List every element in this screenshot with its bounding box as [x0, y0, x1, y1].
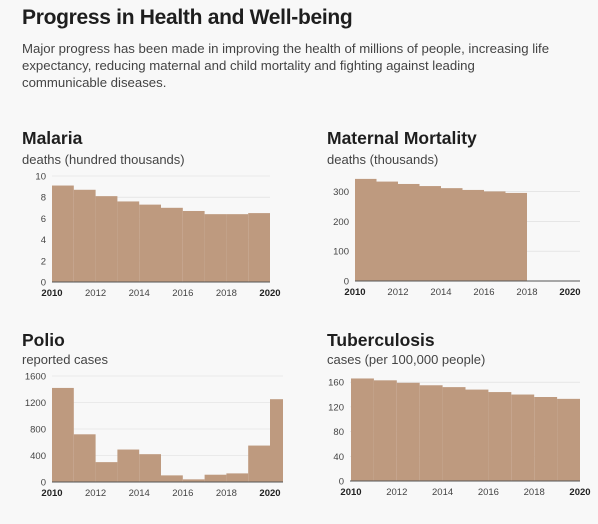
malaria-x-tick: 2020 — [259, 288, 280, 299]
malaria-x-tick: 2010 — [41, 288, 62, 299]
malaria-x-tick: 2012 — [85, 288, 106, 299]
malaria-bar — [139, 204, 161, 282]
tuberculosis-x-tick: 2020 — [569, 487, 590, 498]
tuberculosis-bar — [419, 385, 443, 481]
maternal-bar — [441, 188, 463, 281]
tuberculosis-x-tick: 2012 — [386, 487, 407, 498]
polio-bar — [226, 473, 249, 482]
tuberculosis-bar — [465, 389, 489, 481]
polio-bar — [139, 454, 161, 482]
maternal-x-tick: 2016 — [473, 287, 494, 298]
tuberculosis-bar — [442, 387, 466, 481]
polio-y-tick: 400 — [30, 451, 46, 462]
malaria-subtitle: deaths (hundred thousands) — [22, 152, 185, 167]
tuberculosis-x-tick: 2014 — [432, 487, 453, 498]
polio-x-tick: 2016 — [172, 488, 193, 499]
maternal-y-tick: 100 — [333, 247, 349, 258]
polio-bar — [52, 387, 74, 482]
tuberculosis-y-tick: 40 — [333, 452, 344, 463]
malaria-y-tick: 4 — [41, 235, 46, 246]
polio-y-tick: 0 — [41, 478, 46, 489]
maternal-x-tick: 2020 — [559, 287, 580, 298]
maternal-y-tick: 300 — [333, 187, 349, 198]
maternal-bar — [419, 186, 441, 281]
tuberculosis-y-tick: 160 — [328, 378, 344, 389]
polio-x-tick: 2014 — [129, 488, 150, 499]
malaria-y-tick: 6 — [41, 214, 46, 225]
maternal-bar — [376, 181, 398, 281]
polio-title: Polio — [22, 330, 65, 350]
maternal-title: Maternal Mortality — [327, 128, 477, 148]
malaria-title: Malaria — [22, 128, 83, 148]
tuberculosis-bar — [351, 378, 374, 481]
maternal-x-tick: 2010 — [344, 287, 365, 298]
polio-x-tick: 2010 — [41, 488, 62, 499]
maternal-x-tick: 2012 — [387, 287, 408, 298]
tuberculosis-x-tick: 2018 — [524, 487, 545, 498]
tuberculosis-bar — [511, 394, 535, 481]
tuberculosis-subtitle: cases (per 100,000 people) — [327, 352, 486, 367]
maternal-bar — [505, 192, 527, 281]
polio-bar — [248, 445, 270, 482]
polio-y-tick: 1600 — [25, 372, 46, 383]
tuberculosis-bar — [488, 392, 512, 481]
maternal-subtitle: deaths (thousands) — [327, 152, 439, 167]
tuberculosis-bar — [534, 397, 558, 481]
polio-y-tick: 1200 — [25, 398, 46, 409]
tuberculosis-y-tick: 0 — [339, 477, 344, 488]
maternal-bar — [462, 189, 484, 281]
malaria-bar — [52, 185, 74, 282]
malaria-bar — [95, 196, 118, 282]
malaria-y-tick: 10 — [35, 172, 46, 183]
tuberculosis-bar — [557, 398, 580, 481]
page-subtitle: Major progress has been made in improvin… — [22, 41, 550, 90]
maternal-y-tick: 0 — [344, 277, 349, 288]
polio-subtitle: reported cases — [22, 352, 108, 367]
tuberculosis-y-tick: 80 — [333, 427, 344, 438]
polio-y-tick: 800 — [30, 425, 46, 436]
malaria-bar — [161, 207, 183, 282]
page-title: Progress in Health and Well-being — [22, 6, 353, 29]
malaria-bar — [182, 210, 205, 282]
maternal-y-tick: 200 — [333, 217, 349, 228]
polio-x-tick: 2012 — [85, 488, 106, 499]
polio-bar — [204, 474, 227, 482]
malaria-y-tick: 8 — [41, 193, 46, 204]
polio-bar — [95, 462, 118, 482]
polio-bar — [270, 399, 283, 482]
tuberculosis-bar — [373, 380, 397, 481]
malaria-bar — [73, 189, 96, 282]
malaria-bar — [226, 214, 249, 282]
tuberculosis-x-tick: 2010 — [340, 487, 361, 498]
malaria-bar — [117, 201, 140, 282]
maternal-bar — [484, 191, 506, 281]
polio-x-tick: 2018 — [216, 488, 237, 499]
polio-bar — [182, 479, 205, 482]
tuberculosis-y-tick: 120 — [328, 402, 344, 413]
polio-bar — [117, 449, 140, 482]
malaria-y-tick: 0 — [41, 278, 46, 289]
malaria-y-tick: 2 — [41, 256, 46, 267]
malaria-bar — [204, 214, 227, 282]
maternal-x-tick: 2018 — [516, 287, 537, 298]
malaria-x-tick: 2018 — [216, 288, 237, 299]
polio-x-tick: 2020 — [259, 488, 280, 499]
malaria-bar — [248, 213, 270, 282]
malaria-x-tick: 2014 — [129, 288, 150, 299]
maternal-bar — [398, 183, 420, 281]
tuberculosis-bar — [396, 382, 420, 481]
tuberculosis-title: Tuberculosis — [327, 330, 435, 350]
tuberculosis-x-tick: 2016 — [478, 487, 499, 498]
maternal-x-tick: 2014 — [430, 287, 451, 298]
malaria-x-tick: 2016 — [172, 288, 193, 299]
polio-bar — [73, 434, 96, 482]
maternal-bar — [355, 178, 377, 281]
polio-bar — [161, 475, 183, 482]
